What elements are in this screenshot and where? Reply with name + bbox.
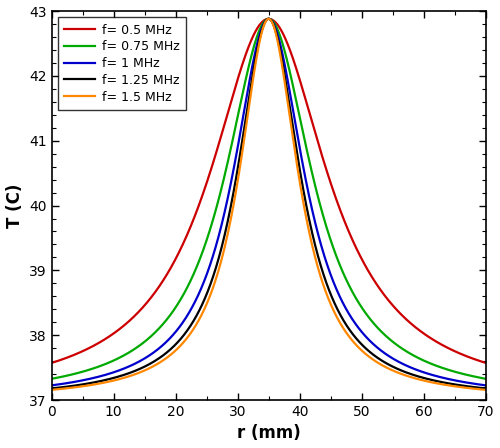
f= 1.25 MHz [470, 384, 476, 390]
f= 1.5 MHz [260, 26, 266, 32]
f= 1 MHz [390, 356, 396, 362]
f= 1 MHz [266, 16, 272, 22]
f= 0.5 MHz [482, 360, 488, 366]
f= 1 MHz [70, 379, 76, 385]
Line: f= 0.5 MHz: f= 0.5 MHz [52, 19, 486, 363]
f= 0.75 MHz [266, 16, 272, 22]
f= 1.25 MHz [390, 364, 396, 370]
f= 0.5 MHz [266, 16, 272, 22]
f= 0.5 MHz [260, 19, 266, 24]
f= 1.25 MHz [482, 386, 488, 391]
f= 1.5 MHz [48, 387, 54, 392]
f= 1 MHz [248, 69, 254, 75]
f= 0.75 MHz [48, 376, 54, 382]
f= 1 MHz [482, 383, 488, 388]
f= 0.5 MHz [48, 360, 54, 366]
f= 1.5 MHz [470, 386, 476, 391]
f= 1.25 MHz [70, 383, 76, 388]
f= 0.5 MHz [390, 304, 396, 309]
Legend: f= 0.5 MHz, f= 0.75 MHz, f= 1 MHz, f= 1.25 MHz, f= 1.5 MHz: f= 0.5 MHz, f= 0.75 MHz, f= 1 MHz, f= 1.… [58, 17, 186, 110]
f= 1 MHz [48, 383, 54, 388]
f= 1 MHz [260, 23, 266, 29]
f= 1 MHz [470, 381, 476, 386]
f= 1.25 MHz [266, 16, 272, 22]
f= 1.25 MHz [248, 82, 254, 87]
f= 0.5 MHz [248, 38, 254, 43]
f= 0.5 MHz [470, 356, 476, 362]
Line: f= 1.5 MHz: f= 1.5 MHz [52, 19, 486, 390]
f= 0.75 MHz [482, 376, 488, 382]
f= 0.75 MHz [260, 21, 266, 26]
f= 0.5 MHz [470, 356, 476, 362]
f= 1.5 MHz [266, 16, 272, 22]
f= 1.25 MHz [470, 384, 476, 390]
f= 0.75 MHz [248, 54, 254, 59]
f= 0.75 MHz [470, 374, 476, 379]
f= 0.75 MHz [70, 371, 76, 377]
Line: f= 1 MHz: f= 1 MHz [52, 19, 486, 385]
f= 0.75 MHz [390, 340, 396, 345]
f= 1 MHz [470, 381, 476, 386]
Y-axis label: T (C): T (C) [6, 183, 24, 228]
f= 1.5 MHz [70, 385, 76, 390]
Line: f= 0.75 MHz: f= 0.75 MHz [52, 19, 486, 379]
f= 1.5 MHz [470, 386, 476, 391]
f= 1.25 MHz [48, 386, 54, 391]
f= 0.75 MHz [470, 374, 476, 379]
f= 1.5 MHz [390, 368, 396, 374]
f= 1.25 MHz [260, 25, 266, 30]
f= 0.5 MHz [70, 352, 76, 358]
Line: f= 1.25 MHz: f= 1.25 MHz [52, 19, 486, 388]
f= 1.5 MHz [248, 89, 254, 95]
f= 1.5 MHz [482, 387, 488, 392]
X-axis label: r (mm): r (mm) [237, 424, 300, 443]
